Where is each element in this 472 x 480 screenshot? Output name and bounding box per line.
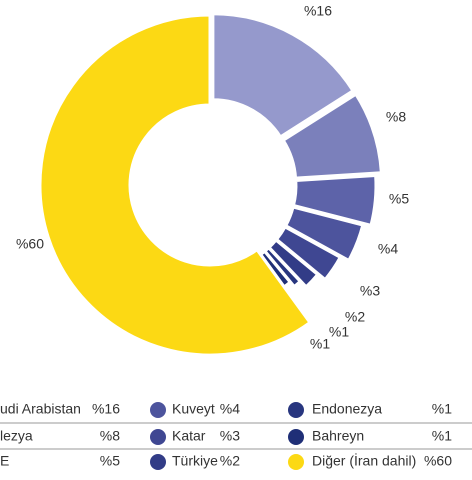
legend-label: Bahreyn bbox=[312, 428, 364, 444]
legend-label: Türkiye bbox=[172, 453, 218, 469]
data-label: %4 bbox=[378, 241, 398, 257]
donut-segment bbox=[291, 173, 378, 228]
legend-swatch bbox=[150, 454, 166, 470]
data-label: %3 bbox=[360, 283, 380, 299]
legend-label: Diğer (İran dahil) bbox=[312, 452, 416, 469]
data-label: %16 bbox=[304, 3, 332, 19]
legend-value: %5 bbox=[100, 453, 120, 469]
legend-value: %1 bbox=[432, 428, 452, 444]
legend-label: E bbox=[0, 453, 9, 469]
legend-value: %2 bbox=[220, 453, 240, 469]
legend-value: %16 bbox=[92, 401, 120, 417]
legend-label: Kuveyt bbox=[172, 401, 215, 417]
legend-value: %4 bbox=[220, 401, 240, 417]
legend-value: %60 bbox=[424, 453, 452, 469]
donut-segment bbox=[281, 92, 383, 180]
legend-label: Katar bbox=[172, 428, 206, 444]
legend-swatch bbox=[288, 454, 304, 470]
legend-value: %8 bbox=[100, 428, 120, 444]
legend-value: %1 bbox=[432, 401, 452, 417]
legend-swatch bbox=[288, 429, 304, 445]
data-label: %5 bbox=[389, 191, 409, 207]
data-label: %1 bbox=[329, 324, 349, 340]
legend-swatch bbox=[288, 402, 304, 418]
legend-swatch bbox=[150, 429, 166, 445]
data-label: %1 bbox=[310, 336, 330, 352]
data-label: %60 bbox=[16, 236, 44, 252]
data-label: %2 bbox=[345, 309, 365, 325]
data-label: %8 bbox=[386, 109, 406, 125]
donut-segment bbox=[38, 13, 313, 357]
legend-swatch bbox=[150, 402, 166, 418]
legend-label: Endonezya bbox=[312, 401, 382, 417]
donut-segment bbox=[211, 12, 356, 139]
legend-value: %3 bbox=[220, 428, 240, 444]
legend-label: udi Arabistan bbox=[0, 401, 81, 417]
legend-label: lezya bbox=[0, 428, 33, 444]
